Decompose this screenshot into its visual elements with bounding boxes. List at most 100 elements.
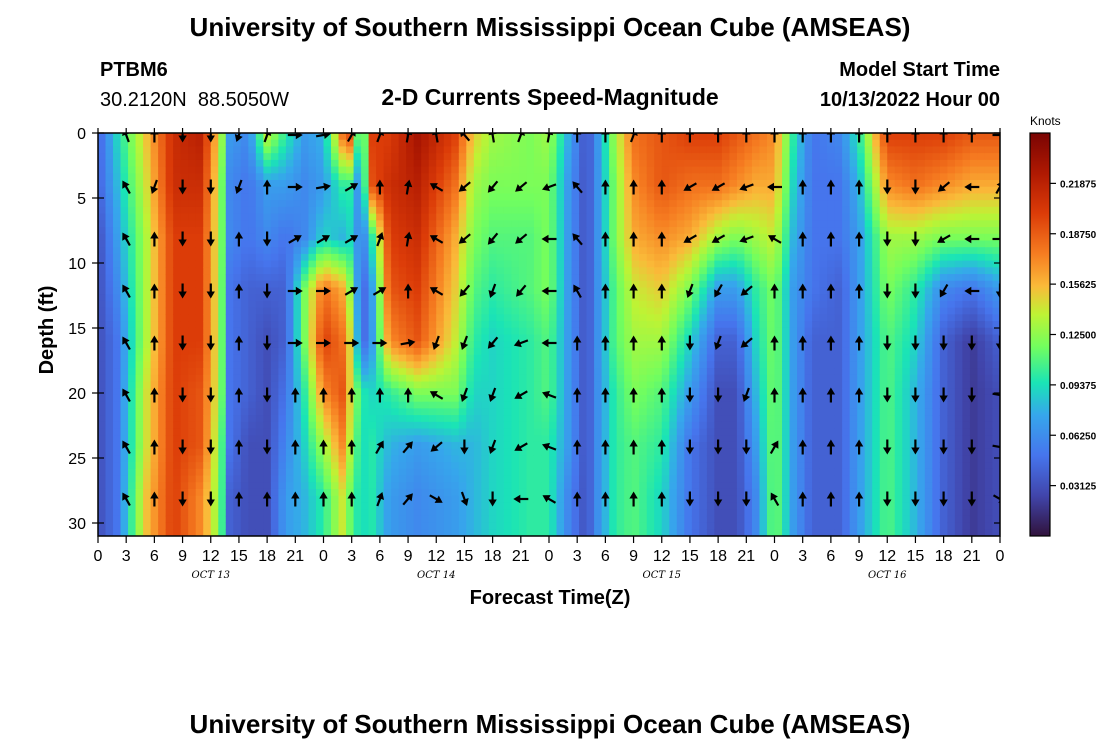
heatmap-cell (481, 267, 490, 275)
heatmap-cell (270, 180, 279, 188)
heatmap-cell (526, 341, 535, 349)
heatmap-cell (255, 247, 264, 255)
heatmap-cell (338, 468, 347, 477)
heatmap-cell (368, 159, 377, 168)
heatmap-cell (684, 133, 693, 141)
heatmap-cell (473, 133, 482, 141)
heatmap-cell (218, 321, 227, 329)
heatmap-cell (263, 139, 272, 148)
heatmap-cell (421, 388, 430, 396)
heatmap-cell (669, 213, 678, 221)
heatmap-cell (195, 401, 204, 409)
heatmap-cell (428, 462, 437, 470)
heatmap-cell (240, 233, 249, 242)
heatmap-cell (143, 435, 152, 443)
heatmap-cell (391, 435, 400, 443)
heatmap-cell (496, 455, 505, 463)
heatmap-cell (368, 206, 377, 215)
heatmap-cell (195, 146, 204, 154)
heatmap-cell (98, 186, 107, 195)
heatmap-cell (263, 321, 272, 329)
heatmap-cell (338, 509, 347, 517)
heatmap-cell (511, 354, 520, 362)
heatmap-cell (721, 166, 730, 174)
heatmap-cell (443, 307, 452, 315)
heatmap-cell (654, 146, 663, 154)
heatmap-cell (293, 354, 302, 362)
heatmap-cell (255, 522, 264, 530)
heatmap-cell (421, 408, 430, 416)
heatmap-cell (165, 294, 174, 302)
heatmap-cell (248, 515, 257, 524)
heatmap-cell (278, 468, 287, 477)
heatmap-cell (503, 408, 513, 416)
heatmap-cell (684, 488, 693, 497)
heatmap-cell (308, 495, 317, 504)
heatmap-cell (406, 186, 415, 195)
heatmap-cell (669, 455, 678, 463)
heatmap-cell (428, 307, 437, 315)
heatmap-cell (458, 495, 467, 504)
heatmap-cell (376, 502, 385, 510)
heatmap-cell (556, 307, 565, 315)
heatmap-cell (225, 448, 234, 456)
heatmap-cell (361, 133, 370, 141)
heatmap-cell (676, 401, 685, 409)
heatmap-cell (586, 247, 595, 255)
heatmap-cell (368, 186, 377, 195)
heatmap-cell (188, 307, 197, 315)
heatmap-cell (428, 408, 437, 416)
heatmap-cell (533, 334, 543, 342)
heatmap-cell (488, 428, 497, 436)
heatmap-cell (654, 260, 663, 268)
heatmap-cell (368, 368, 377, 376)
heatmap-cell (180, 321, 189, 329)
heatmap-cell (233, 300, 242, 309)
heatmap-cell (346, 307, 355, 315)
heatmap-cell (631, 327, 640, 336)
heatmap-cell (120, 166, 129, 174)
heatmap-cell (421, 347, 430, 356)
heatmap-cell (150, 260, 159, 268)
heatmap-cell (188, 482, 197, 490)
heatmap-cell (225, 133, 234, 141)
heatmap-cell (120, 448, 129, 456)
heatmap-cell (699, 334, 708, 342)
heatmap-cell (691, 509, 700, 517)
heatmap-cell (549, 213, 558, 221)
heatmap-cell (564, 139, 573, 148)
heatmap-cell (406, 280, 415, 289)
heatmap-cell (391, 529, 400, 536)
heatmap-cell (353, 435, 362, 443)
heatmap-cell (699, 522, 708, 530)
heatmap-cell (443, 247, 452, 255)
heatmap-cell (150, 408, 159, 416)
heatmap-cell (300, 287, 310, 295)
heatmap-cell (240, 428, 249, 436)
heatmap-cell (661, 193, 670, 201)
heatmap-cell (451, 180, 460, 188)
heatmap-cell (315, 435, 325, 443)
heatmap-cell (376, 455, 385, 463)
heatmap-cell (105, 401, 114, 409)
heatmap-cell (676, 200, 685, 208)
heatmap-cell (624, 247, 633, 255)
heatmap-cell (443, 462, 452, 470)
heatmap-cell (143, 159, 152, 168)
heatmap-cell (308, 314, 317, 322)
heatmap-cell (564, 341, 573, 349)
heatmap-cell (285, 361, 295, 369)
heatmap-cell (195, 475, 204, 483)
heatmap-cell (150, 428, 159, 436)
heatmap-cell (639, 300, 648, 309)
heatmap-cell (353, 448, 362, 456)
heatmap-cell (376, 435, 385, 443)
heatmap-cell (436, 321, 445, 329)
heatmap-cell (586, 334, 595, 342)
heatmap-cell (180, 213, 189, 221)
heatmap-cell (669, 180, 678, 188)
heatmap-cell (609, 441, 618, 450)
heatmap-cell (300, 200, 310, 208)
heatmap-cell (128, 314, 137, 322)
heatmap-cell (646, 287, 655, 295)
